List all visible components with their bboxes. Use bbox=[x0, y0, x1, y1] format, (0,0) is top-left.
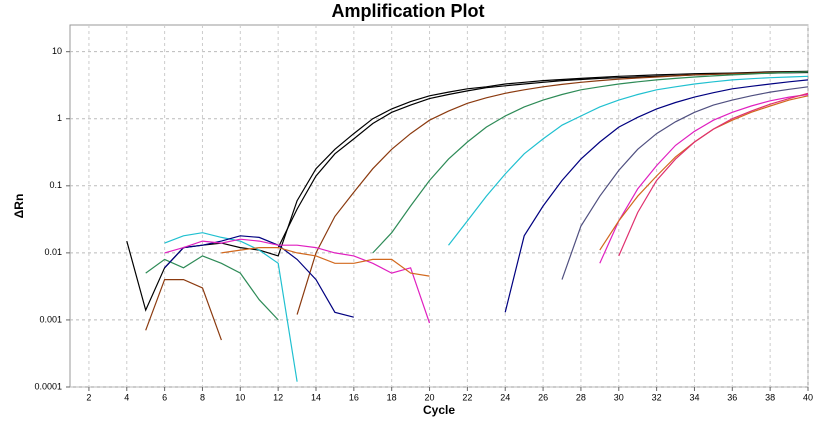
series-line bbox=[145, 71, 809, 341]
x-tick-label: 36 bbox=[727, 392, 737, 402]
x-axis-label: Cycle bbox=[423, 403, 455, 417]
x-tick-label: 40 bbox=[803, 392, 813, 402]
series-line bbox=[618, 92, 809, 257]
x-tick-label: 20 bbox=[425, 392, 435, 402]
x-tick-label: 6 bbox=[162, 392, 167, 402]
x-tick-label: 38 bbox=[765, 392, 775, 402]
x-tick-label: 2 bbox=[86, 392, 91, 402]
y-tick-label: 0.01 bbox=[44, 247, 62, 257]
x-tick-label: 14 bbox=[311, 392, 321, 402]
x-tick-label: 30 bbox=[614, 392, 624, 402]
x-tick-label: 4 bbox=[124, 392, 129, 402]
series-line bbox=[561, 86, 809, 280]
x-tick-label: 32 bbox=[652, 392, 662, 402]
x-tick-label: 10 bbox=[235, 392, 245, 402]
x-tick-label: 24 bbox=[500, 392, 510, 402]
y-axis-label: ΔRn bbox=[12, 194, 26, 219]
x-tick-label: 18 bbox=[387, 392, 397, 402]
x-tick-label: 8 bbox=[200, 392, 205, 402]
y-tick-label: 10 bbox=[52, 46, 62, 56]
x-tick-label: 34 bbox=[689, 392, 699, 402]
chart-title: Amplification Plot bbox=[332, 1, 485, 21]
x-tick-label: 28 bbox=[576, 392, 586, 402]
y-tick-label: 0.1 bbox=[49, 180, 62, 190]
series-line bbox=[164, 75, 809, 382]
x-tick-label: 12 bbox=[273, 392, 283, 402]
series-line bbox=[164, 93, 809, 324]
y-tick-label: 0.0001 bbox=[34, 381, 62, 391]
x-tick-label: 16 bbox=[349, 392, 359, 402]
x-tick-label: 26 bbox=[538, 392, 548, 402]
series-line bbox=[126, 70, 809, 312]
y-tick-label: 1 bbox=[57, 113, 62, 123]
plot-frame bbox=[69, 24, 809, 388]
series-line bbox=[145, 71, 809, 321]
series-line bbox=[164, 79, 809, 318]
y-tick-label: 0.001 bbox=[39, 314, 62, 324]
x-tick-label: 22 bbox=[462, 392, 472, 402]
